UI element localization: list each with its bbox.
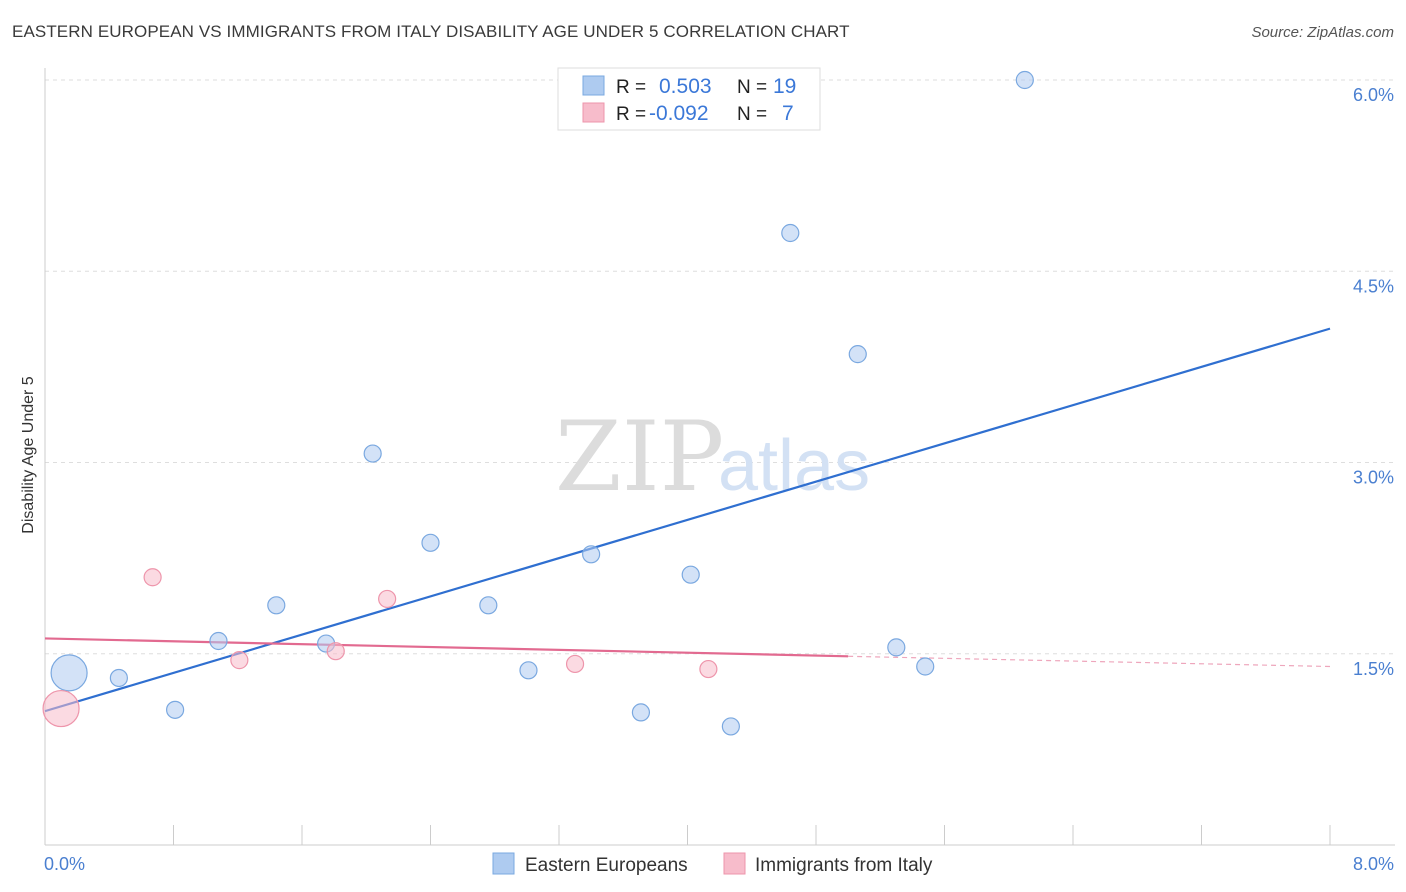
immigrants-from-italy-point — [378, 589, 397, 609]
grid-lines — [45, 79, 1395, 655]
legend-n-label: N = — [737, 104, 767, 125]
immigrants-from-italy-point — [42, 689, 80, 728]
y-tick-label: 4.5% — [1353, 276, 1394, 296]
eastern-europeans-point — [681, 565, 700, 584]
eastern-europeans-point — [363, 444, 382, 463]
legend-r-label: R = — [616, 77, 646, 98]
source-label: Source: ZipAtlas.com — [1251, 24, 1394, 41]
eastern-europeans-point — [582, 545, 601, 564]
series-legend-label-eastern-europeans: Eastern Europeans — [525, 855, 688, 876]
x-tick-label: 0.0% — [44, 854, 85, 874]
y-axis-label: Disability Age Under 5 — [20, 376, 37, 534]
legend-n-value: 19 — [773, 75, 796, 98]
series-legend-swatch-immigrants-from-italy — [723, 852, 746, 875]
eastern-europeans-trend-line — [44, 327, 1331, 713]
eastern-europeans-point — [109, 668, 128, 688]
legend-swatch-eastern-europeans — [582, 75, 605, 96]
legend-swatch-immigrants-from-italy — [582, 102, 605, 123]
eastern-europeans-point — [479, 596, 498, 615]
legend-box: R = 0.503 N = 19 R = -0.092 N = 7 — [557, 67, 821, 131]
trend-lines — [44, 327, 1331, 713]
immigrants-from-italy-point — [143, 568, 162, 587]
legend-n-label: N = — [737, 77, 767, 98]
eastern-europeans-point — [267, 596, 286, 615]
series-legend-label-immigrants-from-italy: Immigrants from Italy — [755, 855, 933, 876]
eastern-europeans-point — [781, 223, 800, 243]
immigrants-from-italy-trend-line — [44, 637, 849, 658]
eastern-europeans-point — [916, 657, 935, 676]
eastern-europeans-point — [631, 703, 651, 722]
eastern-europeans-point — [887, 638, 906, 657]
eastern-europeans-point — [721, 717, 740, 736]
legend-r-value: -0.092 — [649, 102, 709, 125]
y-tick-label: 1.5% — [1353, 659, 1394, 679]
y-tick-label: 6.0% — [1353, 85, 1394, 105]
series-legend-swatch-eastern-europeans — [492, 852, 515, 875]
eastern-europeans-point — [1015, 70, 1034, 90]
eastern-europeans-point — [50, 654, 88, 692]
y-tick-label: 3.0% — [1353, 468, 1394, 488]
eastern-europeans-point — [421, 533, 440, 552]
x-tick-label: 8.0% — [1353, 854, 1394, 874]
immigrants-from-italy-point — [326, 642, 345, 661]
immigrants-from-italy-point — [699, 659, 718, 679]
watermark-zip: ZIP — [555, 401, 724, 513]
series-legend: Eastern Europeans Immigrants from Italy — [492, 852, 933, 876]
y-tick-labels: 1.5% 3.0% 4.5% 6.0% — [1353, 85, 1394, 679]
chart-title: EASTERN EUROPEAN VS IMMIGRANTS FROM ITAL… — [12, 22, 850, 41]
eastern-europeans-point — [209, 631, 228, 651]
eastern-europeans-point — [848, 345, 867, 364]
watermark-atlas: atlas — [718, 426, 870, 506]
eastern-europeans-point — [519, 661, 538, 680]
x-tick-labels: 0.0% 8.0% — [44, 854, 1394, 874]
legend-n-value: 7 — [782, 102, 794, 125]
legend-r-value: 0.503 — [659, 75, 712, 98]
immigrants-from-italy-point — [230, 651, 249, 670]
immigrants-from-italy-point — [565, 654, 585, 674]
eastern-europeans-point — [166, 700, 185, 719]
legend-r-label: R = — [616, 104, 646, 125]
data-points — [42, 70, 1034, 736]
